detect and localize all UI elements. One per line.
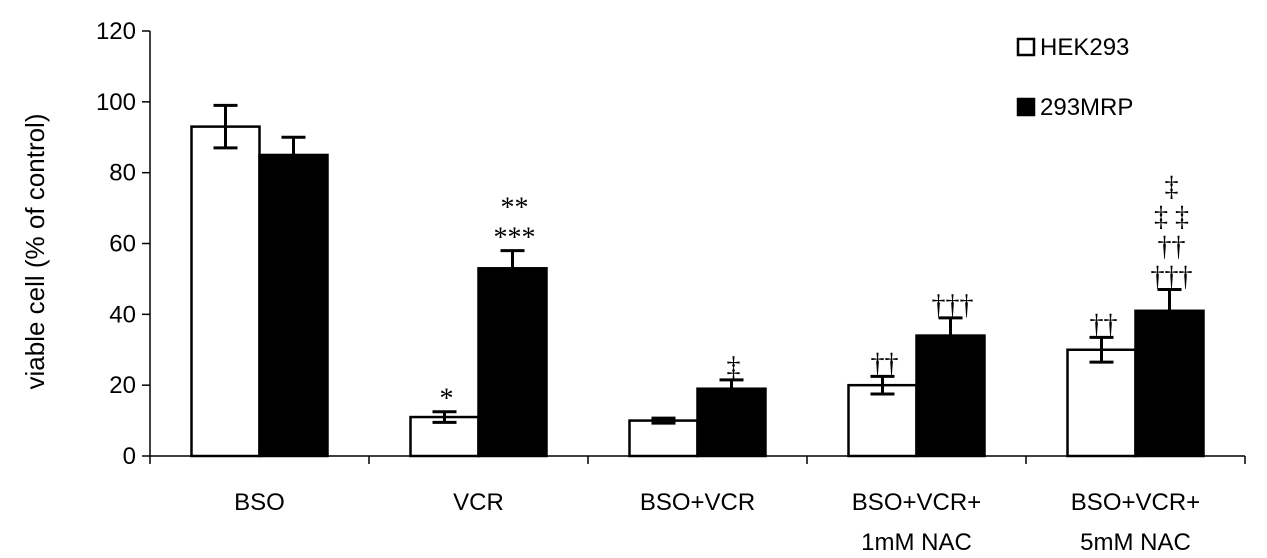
bar-293mrp-1 — [477, 267, 548, 458]
y-tick-label: 120 — [96, 18, 136, 45]
x-axis: BSO VCR BSO+VCR BSO+VCR+ 1mM NAC BSO+VCR+ 5mM … — [149, 455, 1246, 556]
significance-marker: ** — [501, 193, 529, 224]
significance-marker: ††† — [1151, 262, 1193, 293]
significance-marker: ‡ — [727, 352, 741, 383]
y-tick-label: 60 — [109, 231, 136, 258]
bar-293mrp-3 — [915, 334, 986, 458]
bar-hek293-4 — [1066, 348, 1137, 458]
y-tick-label: 20 — [109, 372, 136, 399]
bars — [190, 125, 1205, 458]
bar-hek293-2 — [628, 419, 699, 458]
legend-label: 293MRP — [1040, 94, 1133, 121]
significance-marker: †† — [1158, 232, 1186, 263]
y-tick-label: 0 — [123, 443, 136, 470]
legend-swatch — [1016, 97, 1036, 117]
category-label: VCR — [453, 489, 504, 516]
significance-marker: ††† — [932, 290, 974, 321]
legend: HEK293 293MRP — [1016, 34, 1133, 121]
y-axis: 0 20 40 60 80 100 120 — [96, 18, 151, 470]
y-tick-label: 100 — [96, 89, 136, 116]
category-label: 5mM NAC — [1080, 529, 1191, 556]
significance-marker: *** — [494, 223, 536, 254]
error-bars — [213, 103, 1182, 425]
bar-hek293-3 — [847, 383, 918, 458]
y-tick-label: 40 — [109, 301, 136, 328]
category-label: BSO+VCR+ — [1071, 489, 1200, 516]
annotations: *††††*****‡†††‡‡ ‡††††† — [440, 172, 1193, 415]
category-label: 1mM NAC — [861, 529, 972, 556]
significance-marker: †† — [1090, 309, 1118, 340]
category-label: BSO+VCR — [640, 489, 755, 516]
significance-marker: †† — [871, 348, 899, 379]
bar-hek293-0 — [190, 125, 261, 458]
legend-swatch — [1016, 37, 1036, 57]
bar-293mrp-4 — [1134, 309, 1205, 458]
y-tick-label: 80 — [109, 160, 136, 187]
significance-marker: * — [440, 384, 454, 415]
category-label: BSO+VCR+ — [852, 489, 981, 516]
significance-marker: ‡ ‡ — [1154, 202, 1189, 233]
significance-marker: ‡ — [1165, 172, 1179, 203]
legend-label: HEK293 — [1040, 34, 1129, 61]
y-axis-title: viable cell (% of control) — [20, 114, 50, 390]
bar-293mrp-0 — [258, 153, 329, 458]
category-label: BSO — [234, 489, 285, 516]
